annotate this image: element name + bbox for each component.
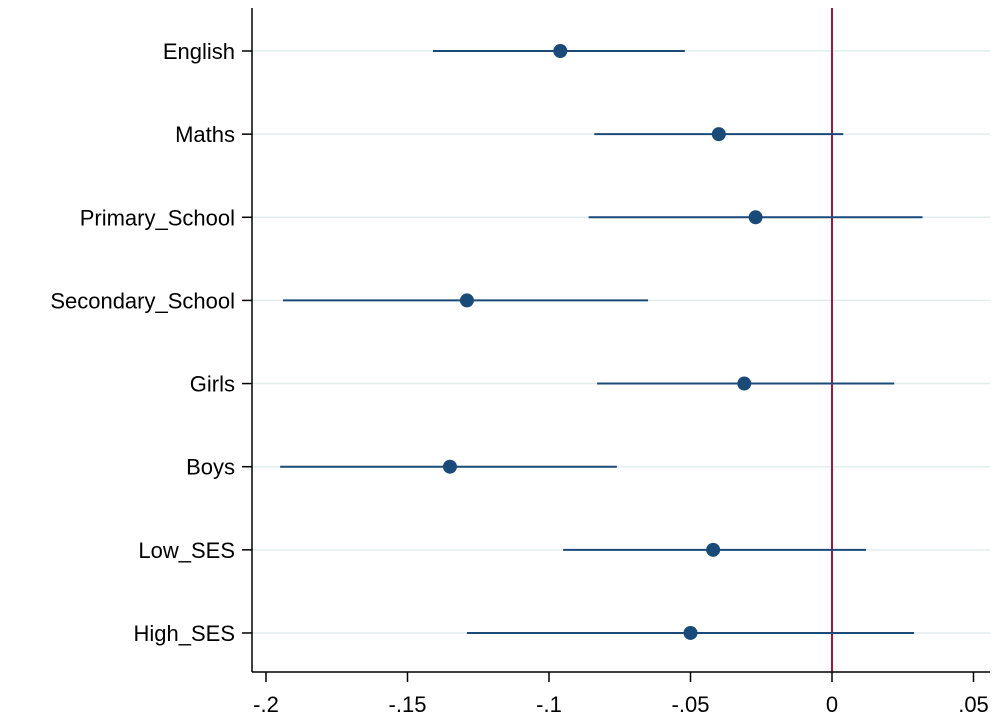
point-estimate bbox=[459, 293, 474, 308]
x-tick-label: -.1 bbox=[536, 692, 562, 717]
category-label: Low_SES bbox=[138, 538, 235, 563]
point-estimate bbox=[442, 459, 457, 474]
category-label: High_SES bbox=[133, 621, 235, 646]
category-label: Boys bbox=[186, 455, 235, 480]
point-estimates bbox=[442, 44, 763, 640]
category-label: Girls bbox=[190, 372, 235, 397]
category-labels: English Maths Primary_School Secondary_Scho… bbox=[50, 39, 235, 646]
point-estimate bbox=[706, 542, 721, 557]
x-tick-label: .05 bbox=[958, 692, 989, 717]
gridlines bbox=[252, 50, 990, 634]
axes bbox=[242, 8, 990, 682]
point-estimate bbox=[711, 127, 726, 142]
category-label: Maths bbox=[175, 122, 235, 147]
category-label: English bbox=[163, 39, 235, 64]
point-estimate bbox=[737, 376, 752, 391]
x-tick-label: 0 bbox=[826, 692, 838, 717]
point-estimate bbox=[553, 44, 568, 58]
x-tick-labels: -.2 -.15 -.1 -.05 0 .05 bbox=[253, 692, 989, 717]
x-tick-label: -.05 bbox=[672, 692, 710, 717]
point-estimate bbox=[683, 625, 698, 640]
x-tick-label: -.15 bbox=[389, 692, 427, 717]
x-tick-label: -.2 bbox=[253, 692, 279, 717]
category-label: Primary_School bbox=[80, 205, 235, 230]
category-label: Secondary_School bbox=[50, 288, 235, 313]
confidence-intervals bbox=[280, 50, 923, 634]
point-estimate bbox=[748, 210, 763, 225]
